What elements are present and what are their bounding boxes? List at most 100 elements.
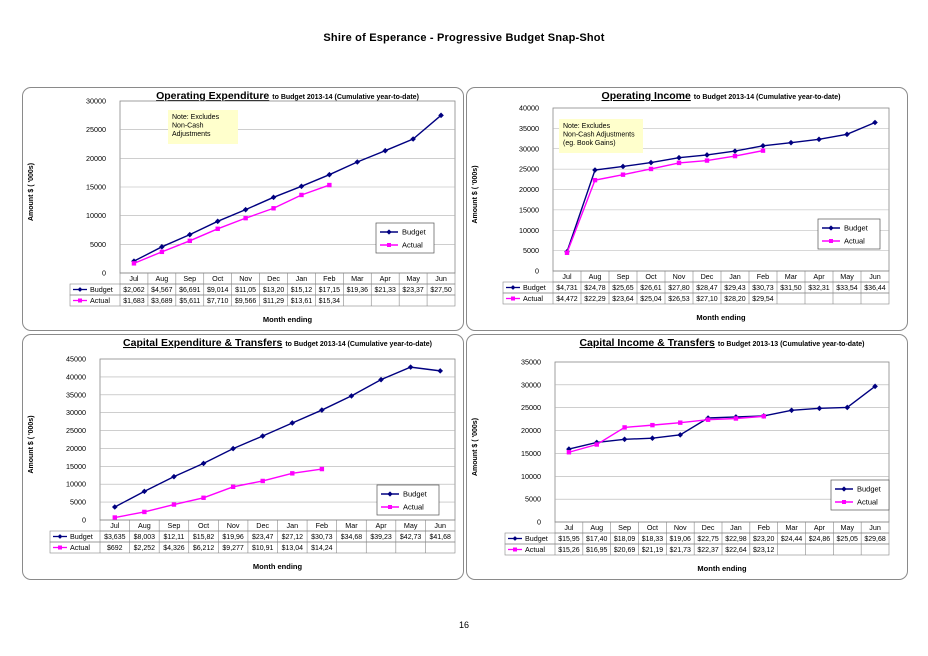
x-tick-label: Sep — [183, 274, 196, 283]
x-tick-label: Jul — [564, 523, 574, 532]
chart-title: Capital Income & Transfers — [579, 337, 715, 349]
table-cell: $19,06 — [670, 536, 692, 543]
table-cell: $10,91 — [252, 545, 274, 552]
table-cell: $4,731 — [556, 285, 578, 292]
point-actual — [648, 166, 654, 172]
legend — [817, 218, 881, 250]
y-tick-label: 30000 — [521, 380, 541, 389]
x-tick-label: Oct — [645, 272, 656, 281]
x-tick-label: Dec — [256, 521, 269, 530]
table-cell: $22,37 — [697, 547, 719, 554]
y-tick-label: 10000 — [86, 211, 106, 220]
chart-title-group: Operating Income to Budget 2013-14 (Cumul… — [602, 90, 841, 102]
y-tick-label: 25000 — [521, 403, 541, 412]
table-cell: $25,04 — [640, 296, 662, 303]
x-tick-label: Oct — [647, 523, 658, 532]
table-cell: $29,54 — [752, 296, 774, 303]
table-row-marker — [78, 298, 82, 303]
series-line-actual — [133, 184, 330, 264]
table-cell: $39,23 — [370, 534, 392, 541]
table-cell: $19,96 — [222, 534, 244, 541]
y-tick-label: 15000 — [86, 183, 106, 192]
x-tick-label: Oct — [198, 521, 209, 530]
point-actual — [676, 160, 682, 166]
point-budget — [242, 206, 249, 213]
x-tick-label: Apr — [814, 523, 826, 532]
table-cell: $692 — [107, 545, 123, 552]
x-tick-label: Aug — [589, 272, 602, 281]
x-axis-label: Month ending — [253, 562, 303, 571]
point-actual — [290, 471, 295, 476]
table-cell: $41,68 — [429, 534, 451, 541]
table-cell: $22,64 — [725, 547, 747, 554]
series-line-budget — [114, 366, 441, 508]
table-cell: $31,50 — [780, 285, 802, 292]
series-line-actual — [114, 468, 322, 519]
legend-marker — [828, 225, 834, 231]
table-cell: $27,50 — [430, 287, 452, 294]
point-actual — [159, 249, 165, 255]
chart-subtitle: to Budget 2013-14 (Cumulative year-to-da… — [694, 94, 841, 101]
y-tick-label: 15000 — [66, 462, 86, 471]
x-tick-label: Mar — [345, 521, 358, 530]
table-cell: $15,95 — [558, 536, 580, 543]
x-tick-label: Jan — [730, 523, 742, 532]
y-tick-label: 30000 — [86, 97, 106, 106]
table-cell: $21,33 — [374, 287, 396, 294]
x-tick-label: Aug — [138, 521, 151, 530]
x-tick-label: Nov — [673, 272, 686, 281]
table-cell: $9,014 — [207, 287, 229, 294]
y-tick-label: 40000 — [519, 104, 539, 113]
table-cell: $34,68 — [341, 534, 363, 541]
note-box — [559, 119, 643, 153]
legend-marker — [842, 500, 846, 504]
table-cell: $11,05 — [235, 287, 256, 294]
table-cell: $1,683 — [123, 298, 145, 305]
table-cell: $19,36 — [347, 287, 369, 294]
legend-label: Budget — [403, 490, 428, 499]
table-row — [49, 541, 456, 554]
x-tick-label: Sep — [617, 272, 630, 281]
table-cell: $9,566 — [235, 298, 257, 305]
point-budget — [872, 383, 878, 390]
x-tick-label: Dec — [701, 272, 714, 281]
x-tick-label: Jun — [435, 274, 447, 283]
table-cell: $33,54 — [836, 285, 858, 292]
table-cell: $3,689 — [151, 298, 173, 305]
y-axis-label: Amount $ ( '000s) — [472, 165, 479, 223]
x-tick-label: Feb — [757, 272, 769, 281]
point-actual — [271, 206, 276, 211]
x-tick-label: Apr — [380, 274, 392, 283]
table-cell: $22,98 — [725, 536, 747, 543]
table-cell: $32,31 — [808, 285, 830, 292]
series-line-budget — [566, 121, 876, 252]
y-tick-label: 10000 — [519, 226, 539, 235]
series-line-budget — [568, 385, 876, 450]
page-number: 16 — [458, 620, 469, 630]
chart-title: Operating Income — [602, 90, 691, 102]
table-cell: $25,05 — [837, 536, 859, 543]
table-row-label: Actual — [525, 545, 545, 554]
y-tick-label: 0 — [535, 267, 539, 276]
table-cell: $28,20 — [724, 296, 746, 303]
point-actual — [243, 215, 248, 221]
note-box — [168, 110, 238, 144]
chart-title-group: Operating Expenditure to Budget 2013-14 (… — [156, 90, 419, 102]
table-cell: $23,37 — [402, 287, 424, 294]
table-row — [504, 543, 890, 556]
table-cell: $11,29 — [263, 298, 284, 305]
table-cell: $12,11 — [164, 534, 185, 541]
table-cell: $30,73 — [311, 534, 333, 541]
series-line-actual — [566, 149, 764, 254]
table-row — [69, 294, 456, 307]
y-tick-label: 5000 — [525, 495, 541, 504]
table-cell: $23,20 — [753, 536, 775, 543]
legend — [376, 484, 440, 516]
x-tick-label: Sep — [618, 523, 631, 532]
table-cell: $24,86 — [809, 536, 831, 543]
y-tick-label: 20000 — [66, 444, 86, 453]
legend-label: Actual — [402, 241, 423, 250]
legend-marker — [386, 229, 392, 235]
x-tick-label: Jun — [434, 521, 446, 530]
table-cell: $7,710 — [207, 298, 229, 305]
